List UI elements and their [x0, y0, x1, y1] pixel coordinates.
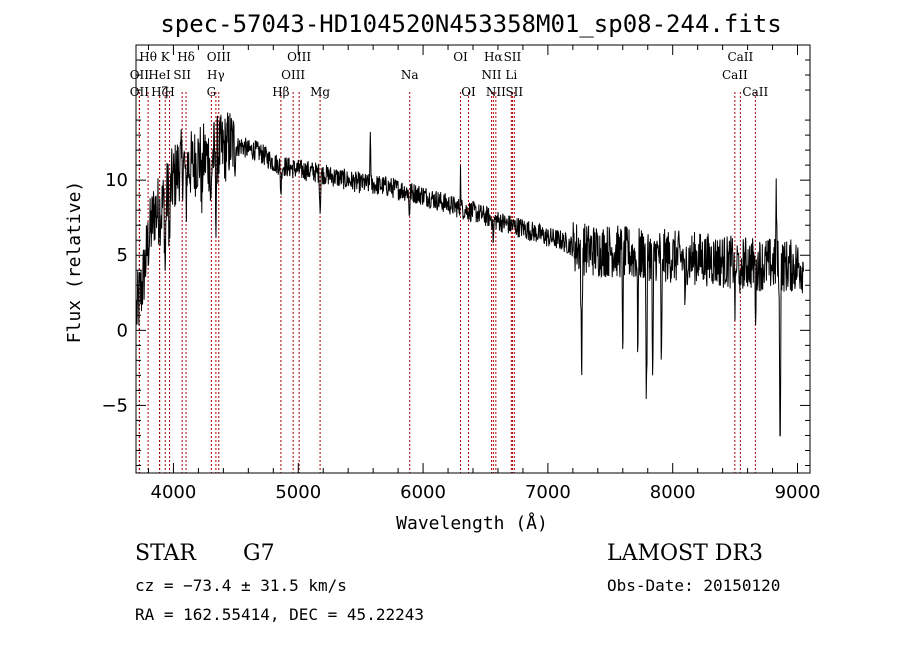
x-axis-label: Wavelength (Å)	[396, 512, 548, 534]
y-tick-label-1: 0	[117, 320, 128, 341]
reference-label-22: Li	[505, 68, 517, 82]
reference-label-6: HeI	[148, 68, 171, 82]
x-tick-label-2: 6000	[400, 482, 446, 503]
reference-label-2: OII	[130, 85, 150, 99]
spectrum-line	[136, 112, 804, 437]
coordinates: RA = 162.55414, DEC = 45.22243	[135, 605, 424, 624]
y-tick-label-3: 10	[105, 170, 128, 191]
reference-label-8: Hδ	[177, 50, 195, 64]
reference-label-16: Na	[401, 68, 419, 82]
reference-label-5: H	[164, 85, 174, 99]
reference-label-25: CaII	[722, 68, 748, 82]
axes-group: 4000 5000 6000 7000 8000 9000 −5 0 5 10	[101, 44, 821, 503]
observation-date: Obs-Date: 20150120	[607, 576, 780, 595]
reference-label-12: Hβ	[272, 85, 289, 99]
reference-label-21: NII	[486, 85, 506, 99]
chart-title: spec-57043-HD104520N453358M01_sp08-244.f…	[160, 10, 781, 38]
reference-label-19: NII	[481, 68, 501, 82]
redshift-cz: cz = −73.4 ± 31.5 km/s	[135, 576, 347, 595]
reference-lines-group	[138, 92, 756, 473]
reference-label-3: Hζ	[151, 85, 168, 99]
reference-label-24: SII	[505, 85, 523, 99]
x-tick-label-4: 8000	[650, 482, 696, 503]
object-class: STAR	[135, 541, 197, 566]
survey-name: LAMOST DR3	[607, 541, 763, 566]
y-axis-label: Flux (relative)	[64, 181, 85, 344]
spectrum-group	[136, 112, 804, 437]
reference-label-23: SII	[504, 50, 522, 64]
reference-label-9: G	[207, 85, 217, 99]
reference-label-1: OII	[130, 68, 150, 82]
x-tick-label-0: 4000	[151, 482, 197, 503]
reference-label-17: OI	[453, 50, 468, 64]
x-tick-label-3: 7000	[525, 482, 571, 503]
reference-label-0: Hθ	[139, 50, 157, 64]
reference-label-27: CaII	[742, 85, 768, 99]
y-tick-label-2: 5	[117, 245, 128, 266]
reference-label-20: Hα	[484, 50, 503, 64]
reference-label-15: Mg	[310, 85, 330, 99]
reference-label-14: OIII	[287, 50, 311, 64]
reference-label-7: SII	[173, 68, 191, 82]
reference-label-18: OI	[461, 85, 476, 99]
reference-label-4: K	[161, 50, 171, 64]
y-tick-label-0: −5	[101, 395, 128, 416]
reference-label-11: OIII	[207, 50, 231, 64]
x-tick-label-5: 9000	[775, 482, 821, 503]
reference-label-10: Hγ	[207, 68, 225, 82]
x-tick-label-1: 5000	[275, 482, 321, 503]
reference-label-13: OIII	[281, 68, 305, 82]
object-subclass: G7	[243, 541, 275, 566]
reference-label-26: CaII	[727, 50, 753, 64]
